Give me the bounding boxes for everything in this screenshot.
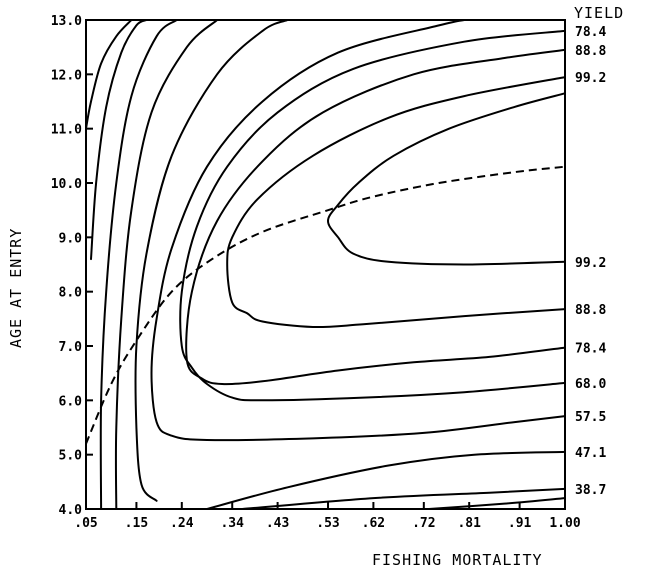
x-tick-label: .05	[74, 516, 97, 531]
contour-value-label: 47.1	[575, 446, 606, 461]
contour-value-label: 88.8	[575, 303, 606, 318]
x-tick-label: .72	[412, 516, 435, 531]
eumetric-dashed-curve	[85, 165, 566, 445]
contour-value-label: 38.7	[575, 483, 606, 498]
y-tick-label: 4.0	[59, 503, 83, 518]
contour-line-3	[99, 19, 178, 510]
x-tick-label: .34	[220, 516, 244, 531]
contour-line-12	[226, 76, 566, 329]
contour-value-label: 99.2	[575, 71, 606, 86]
contour-line-2	[90, 19, 148, 261]
y-axis-title: AGE AT ENTRY	[7, 228, 25, 348]
contour-line-13	[327, 92, 566, 266]
contour-line-5	[134, 19, 289, 502]
legend-title: YIELD	[574, 4, 624, 22]
contour-line-6	[206, 450, 566, 510]
y-tick-label: 12.0	[51, 68, 82, 83]
x-tick-label: .62	[362, 516, 385, 531]
contour-value-label: 78.4	[575, 25, 606, 40]
contour-value-label: 57.5	[575, 410, 606, 425]
y-tick-label: 7.0	[59, 340, 83, 355]
contour-lines	[85, 19, 566, 510]
x-axis-title: FISHING MORTALITY	[372, 551, 543, 569]
y-tick-label: 11.0	[51, 123, 82, 138]
y-axis-ticks: 4.0 5.0 6.0 7.0 8.0 9.0 10.0 11.0 12.0 13.0	[51, 14, 93, 518]
contour-value-label: 88.8	[575, 44, 606, 59]
contour-value-label: 99.2	[575, 256, 606, 271]
y-tick-label: 10.0	[51, 177, 82, 192]
contour-line-4	[114, 19, 219, 510]
y-tick-label: 8.0	[59, 286, 83, 301]
contour-value-label: 78.4	[575, 342, 606, 357]
dashed-line	[85, 165, 566, 445]
x-axis-ticks: .05 .15 .24 .34 .43 .53 .62 .72 .81 .91 1.00	[74, 502, 581, 531]
x-tick-label: .24	[170, 516, 194, 531]
contour-value-labels: 78.4 88.8 99.2 99.2 88.8 78.4 68.0 57.5 47.1 38.7	[575, 25, 606, 498]
contour-line-8	[427, 497, 566, 510]
x-tick-label: .43	[266, 516, 289, 531]
x-tick-label: 1.00	[549, 516, 580, 531]
y-tick-label: 6.0	[59, 394, 83, 409]
y-tick-label: 13.0	[51, 14, 82, 29]
x-tick-label: .15	[125, 516, 148, 531]
contour-line-9	[150, 19, 566, 442]
contour-value-label: 68.0	[575, 377, 606, 392]
plot-frame	[85, 19, 566, 510]
contour-line-7	[241, 487, 566, 510]
x-tick-label: .91	[508, 516, 532, 531]
x-tick-label: .81	[457, 516, 481, 531]
contour-line-1	[85, 19, 133, 130]
y-tick-label: 5.0	[59, 449, 83, 464]
y-tick-label: 9.0	[59, 231, 83, 246]
contour-line-11	[185, 48, 566, 386]
contour-line-10	[179, 29, 566, 402]
x-tick-label: .53	[316, 516, 339, 531]
